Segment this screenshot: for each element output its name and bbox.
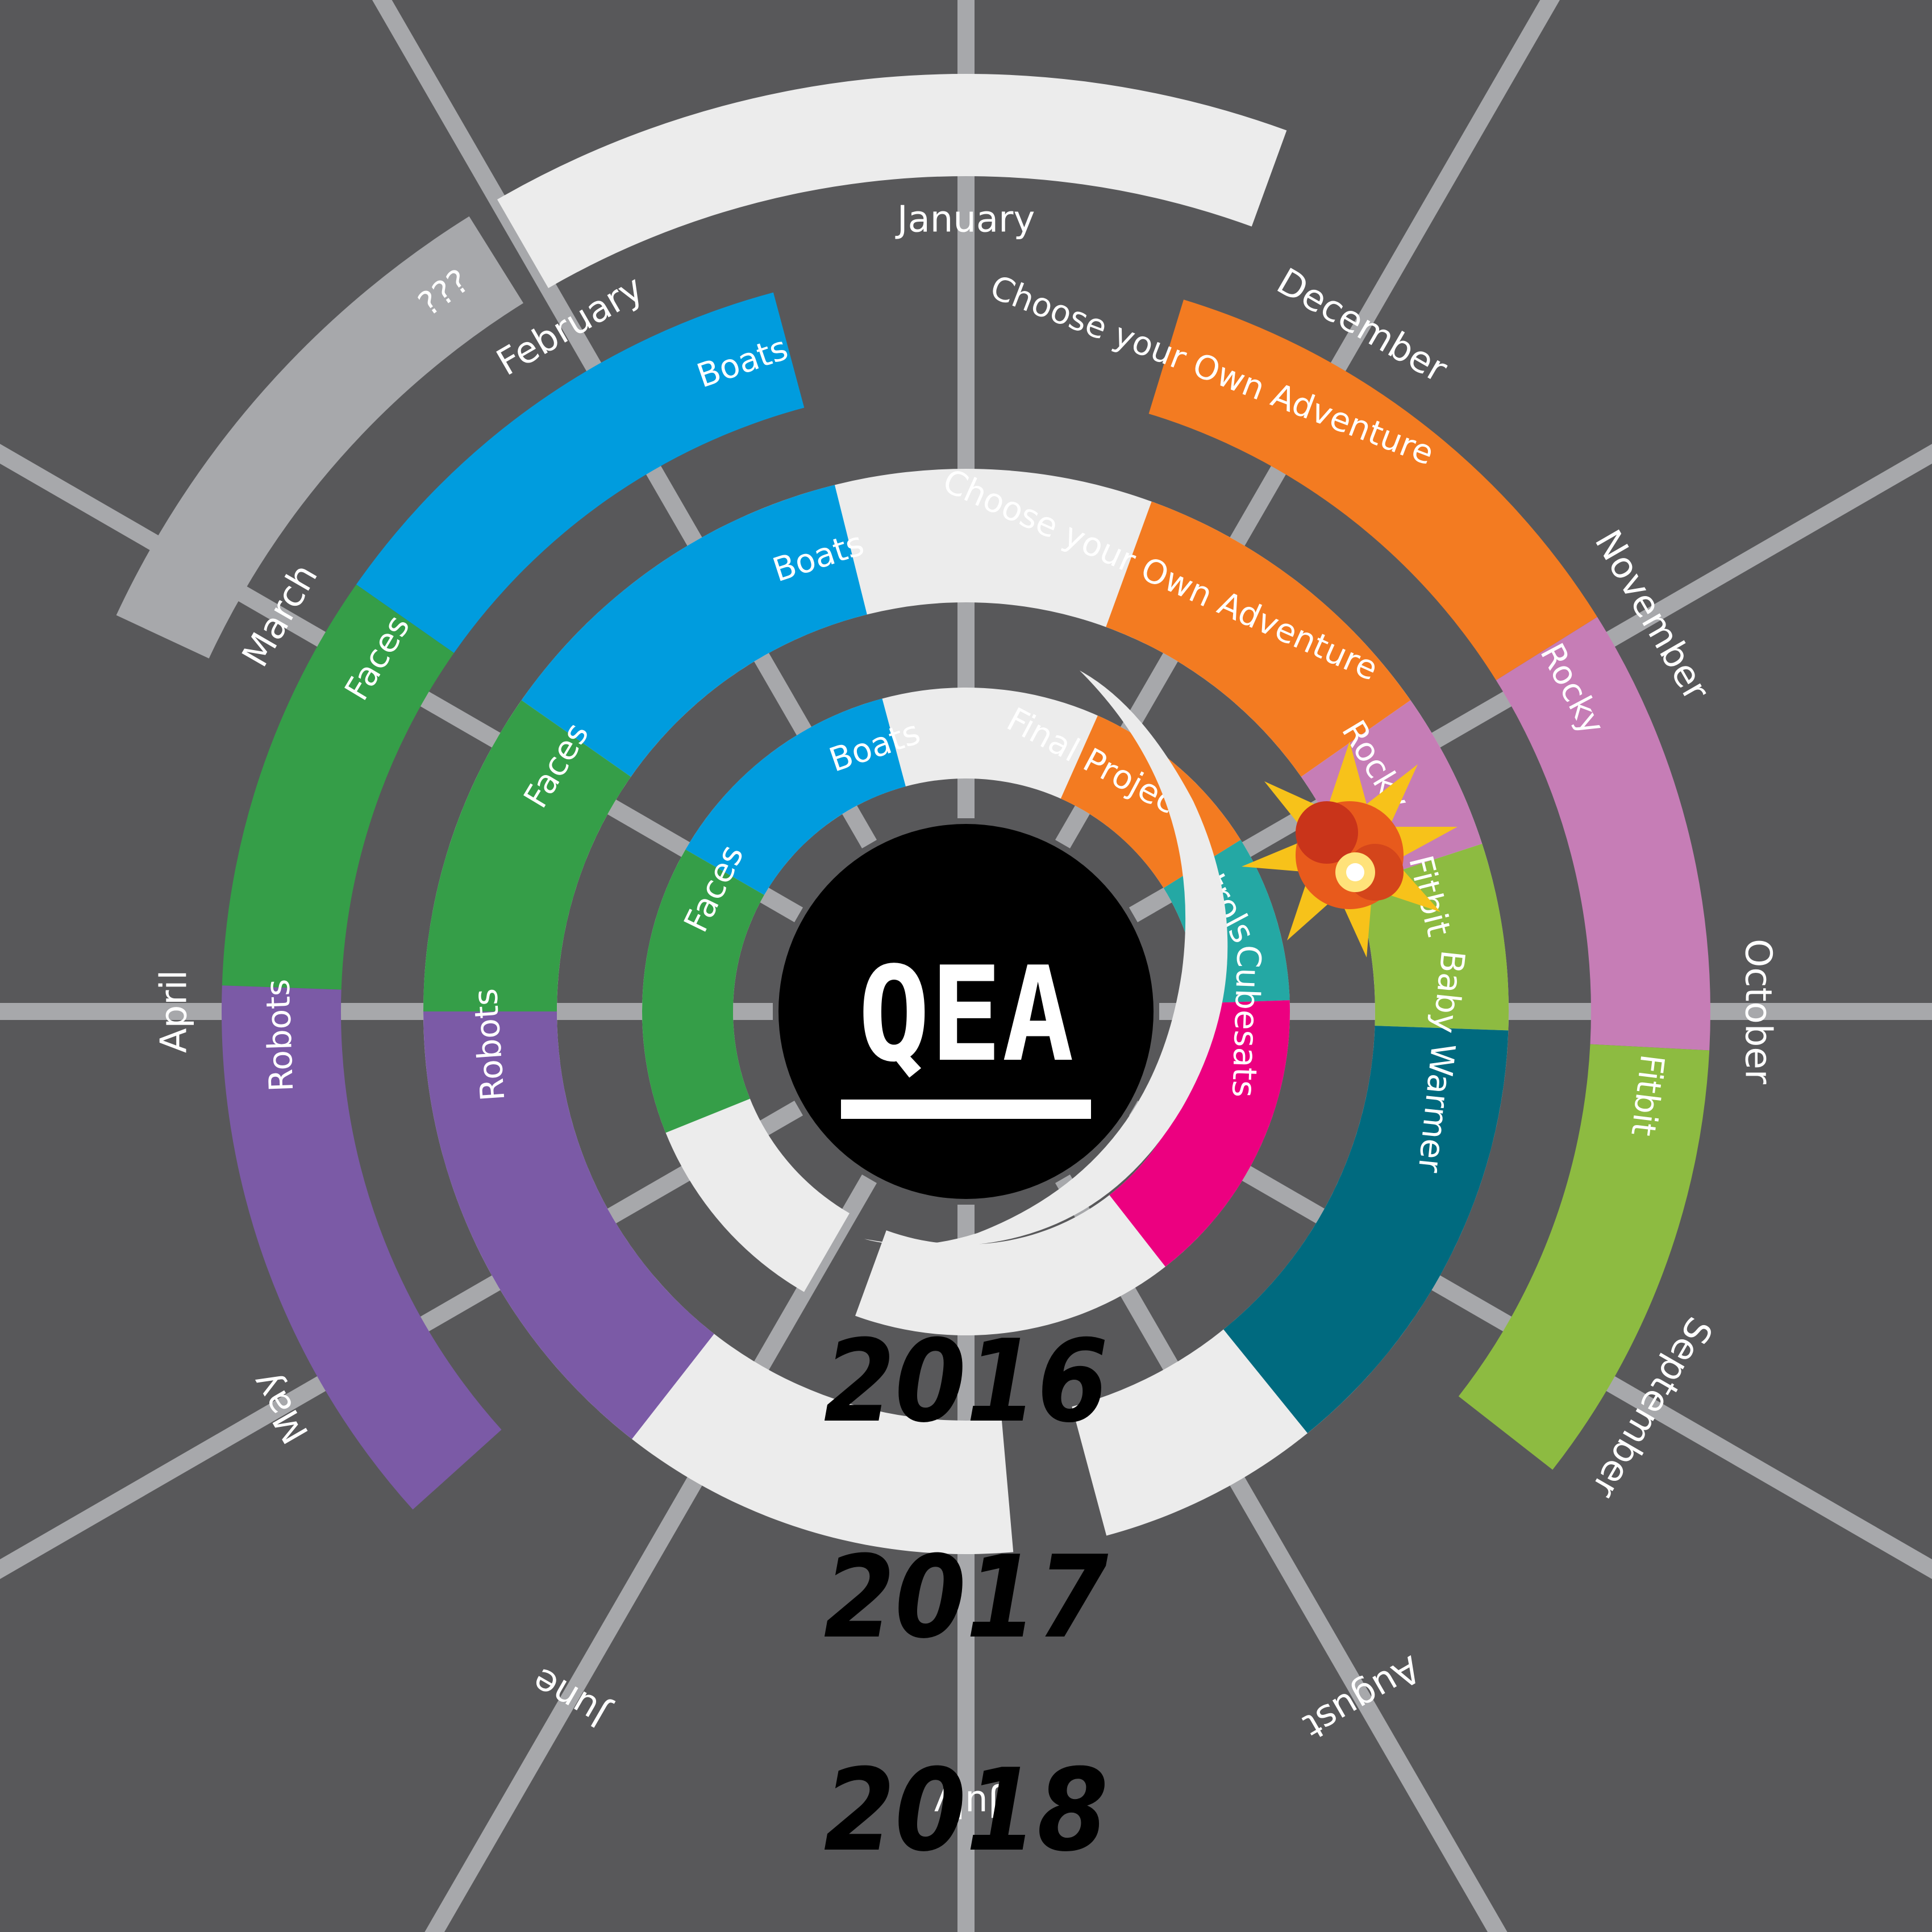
month-label: April xyxy=(153,970,195,1053)
spoke xyxy=(1055,0,1560,849)
spoke xyxy=(424,1174,877,1932)
segment-rocky xyxy=(1496,617,1710,1051)
month-label: July xyxy=(933,1782,1001,1824)
month-label: October xyxy=(1737,939,1779,1085)
ring-band xyxy=(497,73,1287,288)
logo-underline xyxy=(841,1100,1091,1119)
spoke xyxy=(1129,1101,1932,1579)
segment-choose xyxy=(1148,299,1597,681)
segment-label: Cubesats xyxy=(1225,944,1268,1098)
segment-gray_segment xyxy=(116,216,524,659)
spoke xyxy=(1055,1174,1508,1932)
qea-logo: QEA xyxy=(778,824,1154,1199)
spoke xyxy=(0,1101,803,1579)
segment-choose xyxy=(1106,501,1411,777)
segment-fitbit xyxy=(1458,1044,1710,1470)
segment-baby_warmer xyxy=(1223,1026,1509,1434)
month-label: January xyxy=(895,199,1035,241)
segment-cubesats xyxy=(1109,1000,1290,1267)
segment-boats xyxy=(685,698,906,895)
explosion-icon xyxy=(1242,742,1458,957)
logo-text: QEA xyxy=(858,939,1074,1091)
year-label-2018: 2018 xyxy=(824,1744,1109,1877)
segment-robots xyxy=(423,1011,714,1439)
segment-faces xyxy=(222,584,454,990)
segment-boats xyxy=(356,292,805,653)
segment-boats xyxy=(521,485,867,777)
segment-label: Robots xyxy=(466,987,513,1102)
segment-faces xyxy=(423,700,631,1011)
year-label-2017: 2017 xyxy=(824,1531,1109,1664)
year-label-2016: 2016 xyxy=(824,1315,1109,1448)
segment-robots xyxy=(222,985,502,1510)
rings xyxy=(116,73,1710,1711)
segment-faces xyxy=(642,850,764,1133)
spoke xyxy=(372,0,877,849)
segment-label: Robots xyxy=(258,979,301,1093)
